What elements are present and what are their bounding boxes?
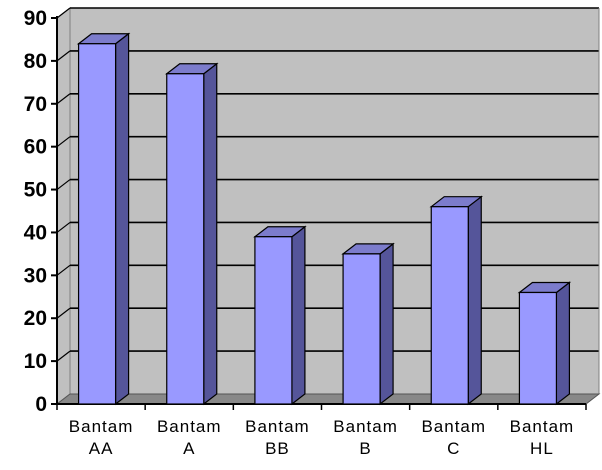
- back-wall: [57, 8, 599, 404]
- y-tick-label: 50: [24, 179, 47, 202]
- bar: [517, 281, 572, 406]
- bar-side: [467, 195, 482, 406]
- gridlines: [56, 7, 600, 394]
- bars: [76, 32, 572, 406]
- bar: [76, 32, 131, 406]
- plot-floor: [55, 393, 601, 405]
- gridline-side: [56, 179, 71, 191]
- y-tick-label: 30: [24, 264, 47, 287]
- y-tick-label: 20: [24, 307, 47, 330]
- bar: [253, 225, 307, 406]
- bar-front: [518, 291, 558, 405]
- gridline-side: [56, 7, 71, 19]
- x-tick-label: Bantam AA: [69, 417, 134, 458]
- bar-side: [114, 32, 130, 406]
- bar: [164, 62, 219, 406]
- bar-side: [379, 242, 394, 406]
- y-tick-label: 90: [24, 7, 47, 30]
- y-tick-label: 80: [24, 50, 47, 73]
- bar-front: [430, 206, 469, 405]
- bar-side: [291, 225, 306, 406]
- y-tick-label: 10: [24, 350, 47, 373]
- x-tick-label: Bantam B: [333, 417, 398, 458]
- bar-front: [254, 236, 293, 405]
- gridline-side: [56, 136, 71, 148]
- y-tick-label: 40: [24, 221, 47, 244]
- gridline-side: [56, 50, 71, 62]
- x-tick-label: Bantam C: [421, 417, 486, 458]
- bar-side: [555, 281, 571, 406]
- axes: [51, 16, 587, 410]
- gridline-side: [56, 221, 71, 233]
- bar-front: [77, 43, 117, 405]
- bar: [429, 195, 484, 406]
- floor: [55, 393, 601, 405]
- bar: [341, 242, 395, 406]
- side-wall: [56, 6, 71, 406]
- gridline-side: [56, 350, 71, 362]
- gridline-side: [56, 93, 71, 105]
- y-tick-label: 70: [24, 93, 47, 116]
- x-tick-labels: Bantam AA Bantam A Bantam BB Bantam B Bantam C Ban…: [69, 417, 575, 458]
- x-tick-label: Bantam BB: [245, 417, 310, 458]
- gridline-side: [56, 307, 71, 319]
- x-tick-label: Bantam A: [157, 417, 222, 458]
- y-tick-label: 60: [24, 136, 47, 159]
- x-tick-label: Bantam HL: [510, 417, 575, 458]
- bar-front: [166, 73, 205, 405]
- y-tick-label: 0: [35, 393, 47, 416]
- bar-front: [342, 253, 381, 405]
- gridline-side: [56, 264, 71, 276]
- y-tick-labels: 0 10 20 30 40 50 60 70 80 90: [24, 7, 47, 416]
- bar-side: [203, 62, 218, 406]
- plot-background: [56, 6, 599, 406]
